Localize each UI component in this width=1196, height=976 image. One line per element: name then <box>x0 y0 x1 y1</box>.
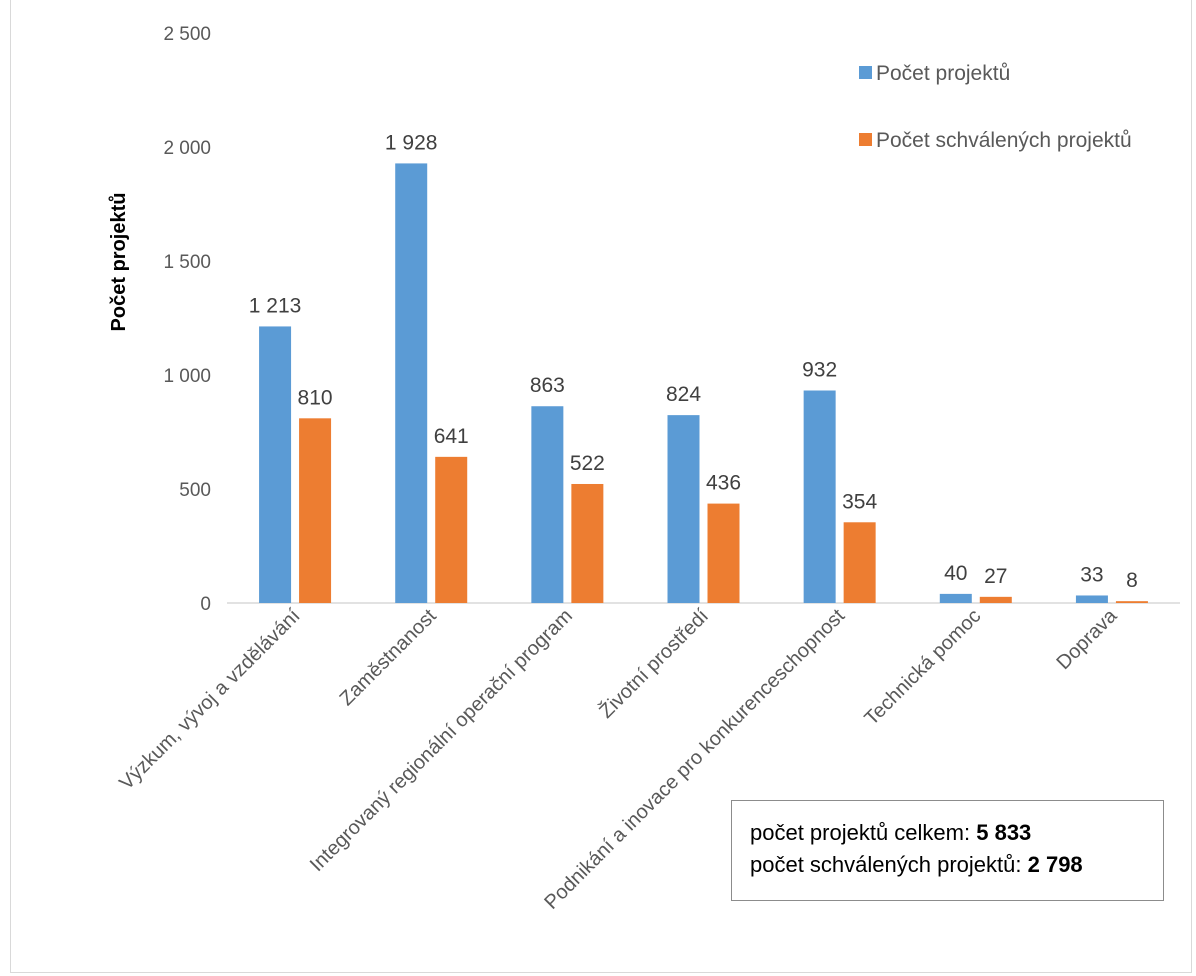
y-axis-title: Počet projektů <box>108 193 130 332</box>
category-label: Výzkum, vývoj a vzdělávání <box>115 605 305 795</box>
bar-pocet-projektu <box>531 406 564 603</box>
y-tick-label: 1 000 <box>163 366 211 387</box>
y-tick-label: 500 <box>179 480 211 501</box>
summary-approved-value: 2 798 <box>1027 852 1083 877</box>
category-label: Technická pomoc <box>860 605 985 730</box>
y-axis-ticks: 0 500 1 000 1 500 2 000 2 500 <box>163 24 211 615</box>
category-label: Životní prostředí <box>595 604 714 723</box>
bar-pocet-schvalenych-projektu <box>435 456 468 603</box>
legend: Počet projektů Počet schválených projektů <box>859 62 1132 152</box>
summary-box: počet projektů celkem: 5 833 počet schvá… <box>731 800 1164 901</box>
summary-total-label: počet projektů celkem: <box>750 820 977 845</box>
bar-pocet-projektu <box>259 326 292 603</box>
data-label: 436 <box>706 472 741 495</box>
data-label: 27 <box>984 565 1007 588</box>
data-label: 8 <box>1126 569 1138 592</box>
bar-pocet-projektu <box>667 415 700 603</box>
y-tick-label: 2 000 <box>163 138 211 159</box>
bar-pocet-schvalenych-projektu <box>979 596 1012 603</box>
data-label: 932 <box>802 359 837 382</box>
data-label: 354 <box>842 490 877 513</box>
bar-pocet-projektu <box>803 390 836 603</box>
data-label: 1 213 <box>249 294 302 317</box>
bar-pocet-schvalenych-projektu <box>707 503 740 603</box>
category-label: Integrovaný regionální operační program <box>306 605 577 876</box>
data-label: 1 928 <box>385 131 438 154</box>
data-label: 863 <box>530 374 565 397</box>
summary-approved-label: počet schválených projektů: <box>750 852 1028 877</box>
bars-group <box>259 163 1148 603</box>
data-label: 40 <box>944 562 967 585</box>
bar-pocet-schvalenych-projektu <box>571 483 604 603</box>
data-label: 641 <box>434 425 469 448</box>
legend-swatch <box>859 66 872 79</box>
data-label: 810 <box>298 386 333 409</box>
bar-pocet-projektu <box>939 593 972 603</box>
legend-label: Počet projektů <box>876 62 1010 85</box>
y-tick-label: 2 500 <box>163 24 211 45</box>
bar-pocet-schvalenych-projektu <box>1115 601 1148 603</box>
category-label: Doprava <box>1052 604 1122 674</box>
y-tick-label: 0 <box>200 594 211 615</box>
summary-total-line: počet projektů celkem: 5 833 <box>750 817 1163 849</box>
data-label: 33 <box>1080 563 1103 586</box>
summary-approved-line: počet schválených projektů: 2 798 <box>750 849 1163 881</box>
legend-swatch <box>859 133 872 146</box>
data-label: 522 <box>570 452 605 475</box>
bar-pocet-projektu <box>395 163 428 603</box>
summary-total-value: 5 833 <box>976 820 1032 845</box>
bar-pocet-schvalenych-projektu <box>299 418 332 603</box>
legend-label: Počet schválených projektů <box>876 129 1132 152</box>
data-label: 824 <box>666 383 701 406</box>
bar-pocet-schvalenych-projektu <box>843 522 876 603</box>
bar-pocet-projektu <box>1075 595 1108 603</box>
y-tick-label: 1 500 <box>163 252 211 273</box>
category-label: Zaměstnanost <box>336 605 441 710</box>
data-labels-group: 1 213 810 1 928 641 863 522 824 436 932 354 40 27 33… <box>249 131 1138 592</box>
